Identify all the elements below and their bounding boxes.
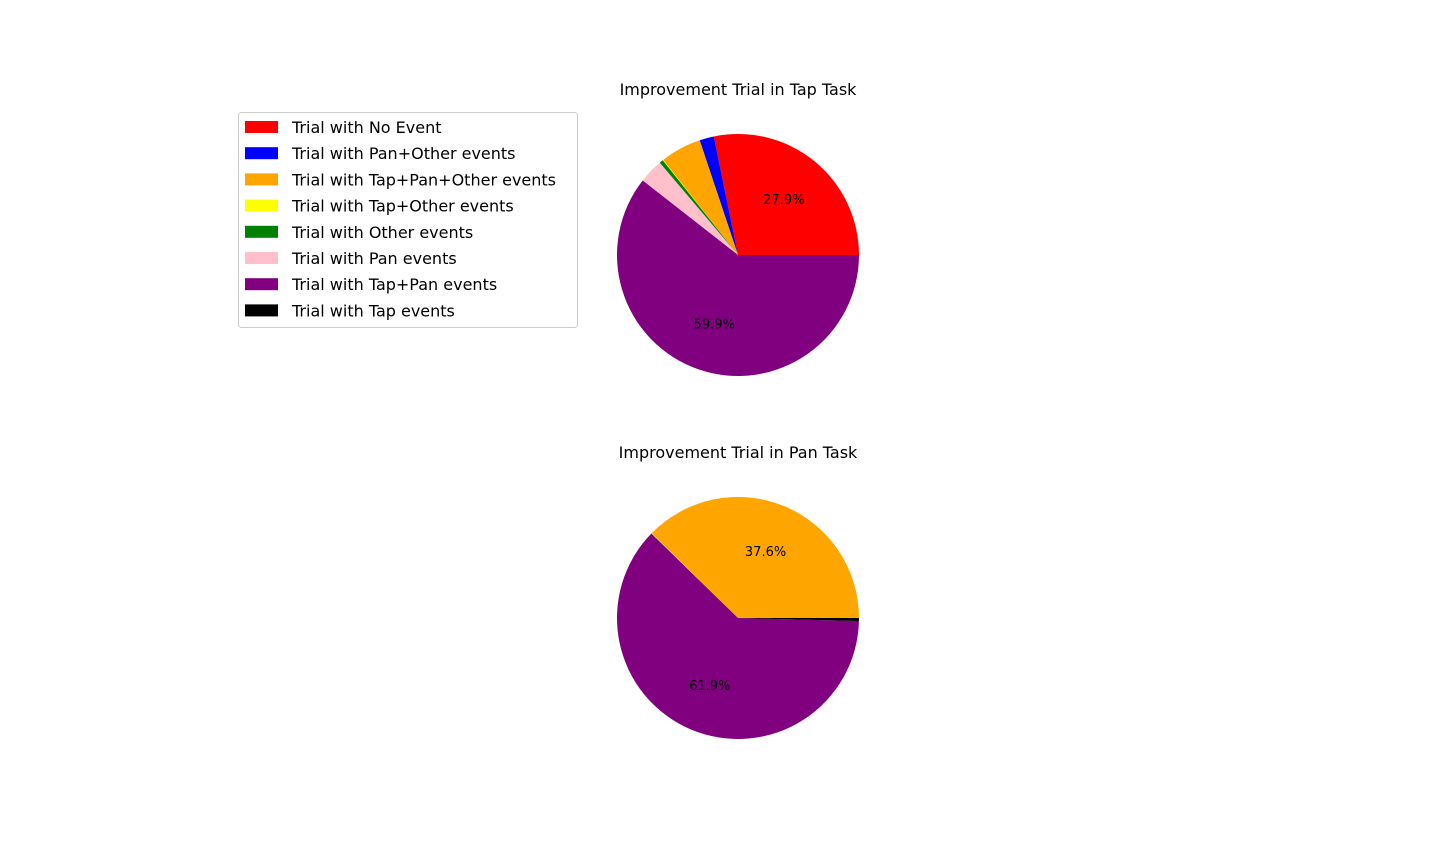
legend-swatch-trial-with-no-event xyxy=(245,121,278,133)
pie-pct-label-trial-with-no-event: 27.9% xyxy=(763,193,804,208)
chart-title-tap-task: Improvement Trial in Tap Task xyxy=(620,80,858,99)
pie-pct-label-trial-with-tap-pan-events: 61.9% xyxy=(689,679,730,694)
pie-pct-label-trial-with-tap-pan-other-events: 37.6% xyxy=(745,545,786,560)
pie-slice-trial-with-other-events xyxy=(659,160,738,255)
pie-slice-trial-with-tap-other-events xyxy=(662,159,738,255)
pie-slice-trial-with-tap-pan-events xyxy=(616,533,859,739)
pie-pct-label-trial-with-tap-pan-events: 59.9% xyxy=(694,318,735,333)
legend-label-trial-with-tap-events: Trial with Tap events xyxy=(291,301,455,320)
legend-swatch-trial-with-pan-events xyxy=(245,252,278,264)
pie-slice-trial-with-tap-other-events xyxy=(651,532,738,618)
legend-label-trial-with-pan-events: Trial with Pan events xyxy=(291,249,457,268)
legend-items: Trial with No Event Trial with Pan+Other … xyxy=(245,118,556,320)
pie-slices-tap-task xyxy=(617,133,859,376)
legend-swatch-trial-with-tap-other-events xyxy=(245,199,278,212)
pie-labels-pan-task: 37.6% 61.9% xyxy=(689,545,786,694)
legend-swatch-trial-with-tap-events xyxy=(245,304,278,317)
pie-chart-tap-task: Improvement Trial in Tap Task 27.9% 59.9% xyxy=(617,80,859,376)
chart-title-pan-task: Improvement Trial in Pan Task xyxy=(619,443,858,462)
legend-swatch-trial-with-pan-other-events xyxy=(245,147,278,160)
legend-label-trial-with-tap-other-events: Trial with Tap+Other events xyxy=(291,197,514,216)
pie-slice-trial-with-tap-pan-events xyxy=(617,180,859,376)
pie-slice-trial-with-tap-pan-other-events xyxy=(651,496,859,618)
pie-slice-trial-with-pan-events xyxy=(642,162,738,255)
legend: Trial with No Event Trial with Pan+Other … xyxy=(238,112,578,328)
pie-slices-pan-task xyxy=(616,496,859,739)
pie-labels-tap-task: 27.9% 59.9% xyxy=(694,193,805,333)
legend-label-trial-with-tap-pan-other-events: Trial with Tap+Pan+Other events xyxy=(291,170,556,189)
legend-label-trial-with-other-events: Trial with Other events xyxy=(291,223,473,242)
legend-swatch-trial-with-tap-pan-events xyxy=(245,278,278,291)
pie-slice-trial-with-tap-events xyxy=(738,618,859,622)
pie-slice-trial-with-tap-pan-other-events xyxy=(663,140,738,255)
legend-swatch-trial-with-other-events xyxy=(245,225,278,238)
pie-slice-trial-with-pan-other-events xyxy=(699,136,738,255)
legend-label-trial-with-pan-other-events: Trial with Pan+Other events xyxy=(291,144,516,163)
legend-frame xyxy=(238,112,578,328)
pie-chart-pan-task: Improvement Trial in Pan Task 37.6% 61.9% xyxy=(616,443,859,739)
legend-swatch-trial-with-tap-pan-other-events xyxy=(245,173,278,186)
pie-slice-trial-with-no-event xyxy=(713,133,859,255)
legend-label-trial-with-no-event: Trial with No Event xyxy=(291,118,442,137)
legend-label-trial-with-tap-pan-events: Trial with Tap+Pan events xyxy=(291,275,497,294)
